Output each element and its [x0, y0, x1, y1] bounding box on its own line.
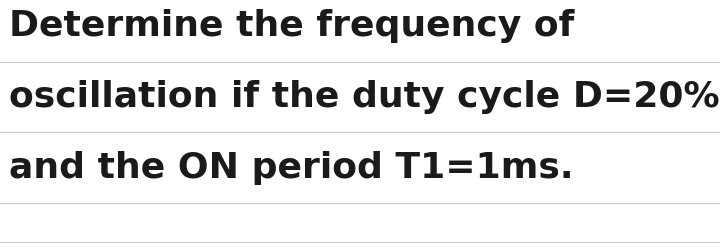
Text: and the ON period T1=1ms.: and the ON period T1=1ms.: [9, 151, 573, 184]
Text: oscillation if the duty cycle D=20%: oscillation if the duty cycle D=20%: [9, 80, 719, 114]
Text: Determine the frequency of: Determine the frequency of: [9, 10, 574, 43]
